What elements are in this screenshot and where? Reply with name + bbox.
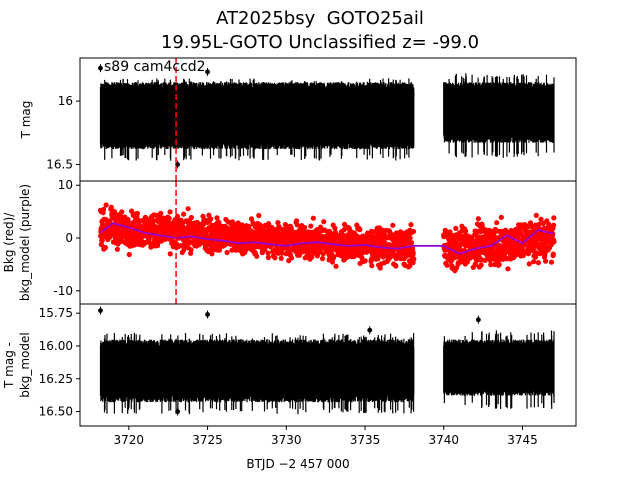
flux-band-1 xyxy=(443,73,555,158)
flux-points-1 xyxy=(443,330,555,409)
outlier-point-4 xyxy=(367,327,373,333)
bkg-points-1 xyxy=(441,212,557,274)
panel-t-mag-minus-bkg: 15.75 16.00 16.25 16.50 3720 3725 3730 3735 3740… xyxy=(2,303,577,471)
outlier-point-0 xyxy=(98,65,103,71)
y-tick-label-2: 10 xyxy=(58,178,73,192)
chart-title-line-1: AT2025bsy GOTO25ail xyxy=(216,8,424,29)
y-axis-label-0: T mag - xyxy=(2,342,16,389)
flux-points-0 xyxy=(99,332,415,415)
outlier-point-3 xyxy=(175,409,181,414)
y-tick-label-0: 15.75 xyxy=(39,306,73,320)
outlier-point-1 xyxy=(205,69,210,75)
panel-annotation: s89 cam4ccd2 xyxy=(104,59,206,75)
y-axis-label-0: T mag xyxy=(19,101,33,140)
panel-background: -10 0 10 Bkg (red)/bkg_model (purple) xyxy=(2,178,577,305)
outlier-point-2 xyxy=(475,317,481,323)
y-tick-label-3: 16.50 xyxy=(39,405,73,419)
y-tick-label-2: 16.25 xyxy=(39,372,73,386)
outlier-point-4 xyxy=(409,92,415,98)
flux-band-0 xyxy=(99,78,415,161)
outlier-point-0 xyxy=(98,308,103,313)
panel-t-mag: 16 16.5 T mag s89 cam4ccd2 xyxy=(19,57,577,182)
plot-area xyxy=(98,306,555,416)
x-tick-label-3: 3735 xyxy=(350,433,381,447)
y-tick-label-0: 16 xyxy=(58,94,73,108)
outlier-point-2 xyxy=(175,162,181,167)
y-axis-label-1: bkg_model xyxy=(18,332,32,398)
panel-frame xyxy=(79,303,577,427)
x-tick-label-2: 3730 xyxy=(271,433,302,447)
flux-band-0 xyxy=(99,332,415,415)
y-tick-label-1: 16.00 xyxy=(39,339,73,353)
flux-points-1 xyxy=(443,73,555,158)
flux-band-1 xyxy=(443,330,555,409)
y-tick-label-1: 16.5 xyxy=(46,158,73,172)
flux-points-0 xyxy=(99,78,415,161)
outlier-point-1 xyxy=(205,312,210,317)
y-tick-label-0: -10 xyxy=(53,284,73,298)
bkg-points-0 xyxy=(97,202,417,271)
x-axis-label: BTJD −2 457 000 xyxy=(246,457,349,471)
outlier-point-3 xyxy=(475,86,481,91)
plot-area xyxy=(97,202,557,274)
y-tick-label-1: 0 xyxy=(65,231,73,245)
y-axis-label-1: bkg_model (purple) xyxy=(18,184,32,301)
x-tick-label-0: 3720 xyxy=(114,433,145,447)
bkg-model-line xyxy=(99,222,555,255)
plot-area xyxy=(98,64,555,169)
x-tick-label-4: 3740 xyxy=(428,433,459,447)
chart-title-line-2: 19.95L-GOTO Unclassified z= -99.0 xyxy=(160,32,480,53)
x-tick-label-1: 3725 xyxy=(192,433,223,447)
y-axis-label-0: Bkg (red)/ xyxy=(2,212,16,273)
x-tick-label-5: 3745 xyxy=(507,433,538,447)
